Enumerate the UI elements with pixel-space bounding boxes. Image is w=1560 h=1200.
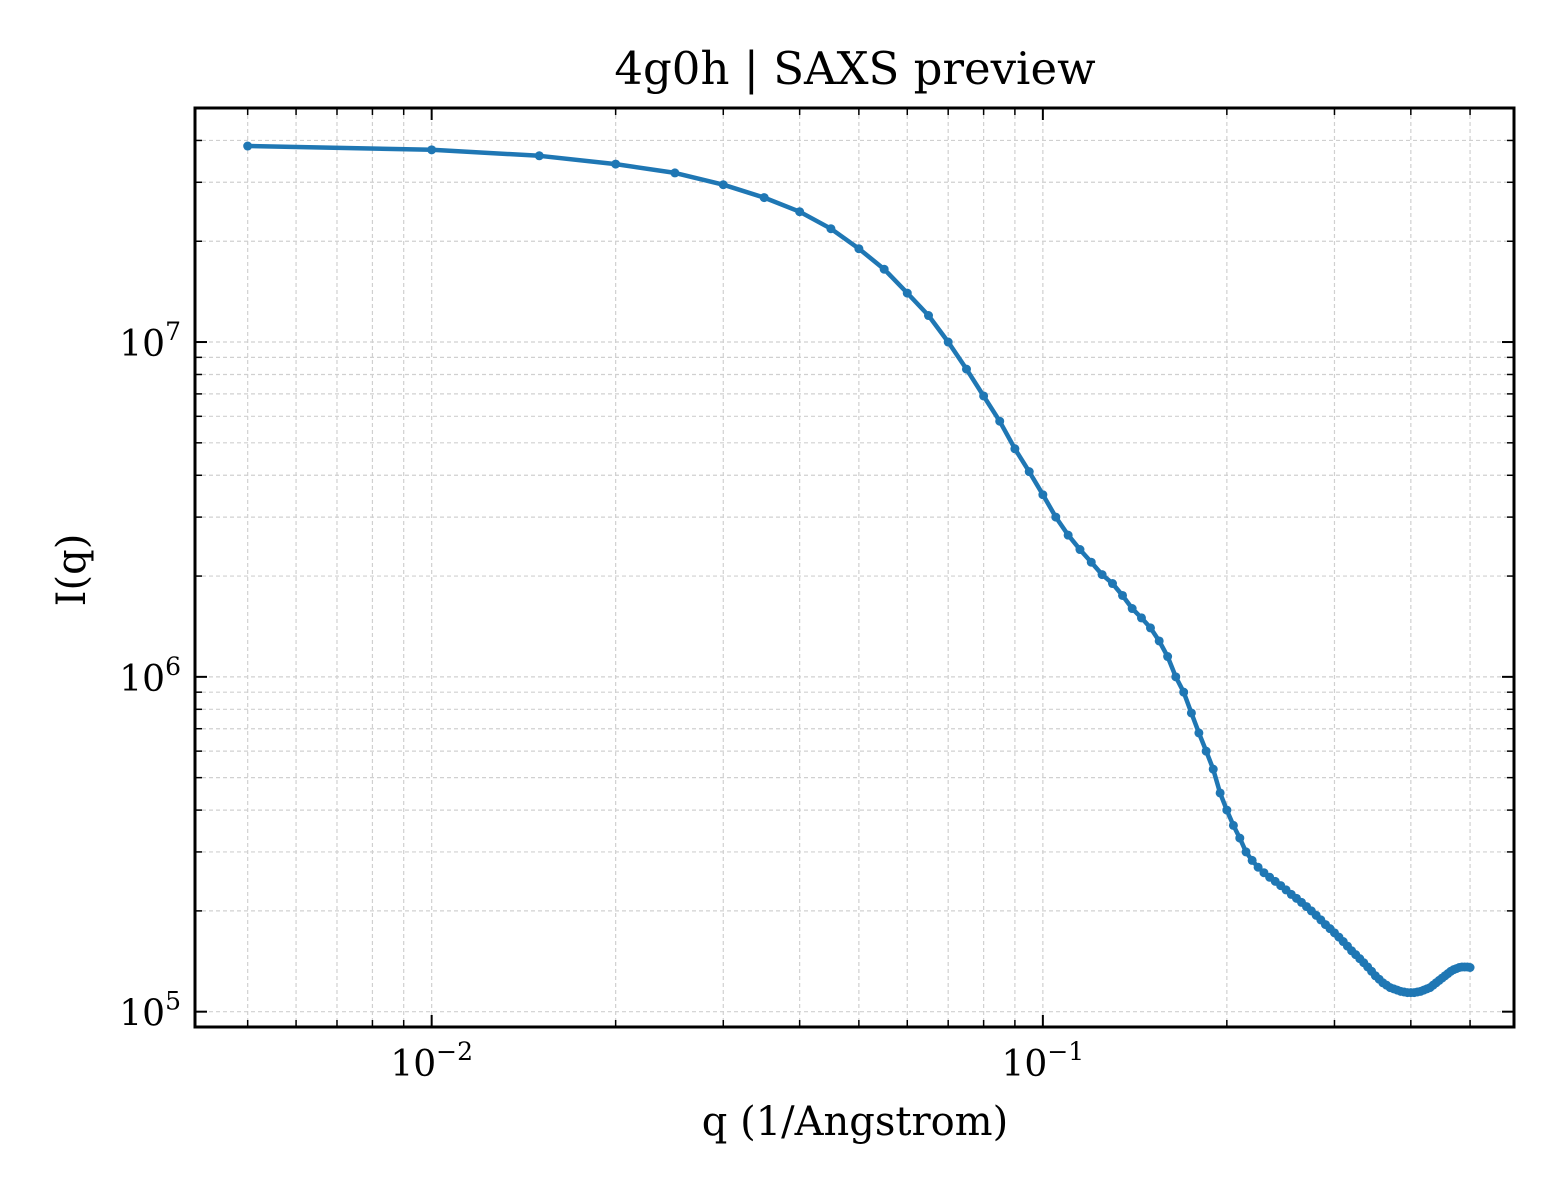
data-point (1208, 764, 1218, 774)
data-point (1163, 652, 1173, 662)
data-point (1010, 444, 1020, 454)
data-point (1075, 545, 1085, 555)
data-point (759, 193, 769, 203)
data-point (795, 207, 805, 217)
data-point (1465, 963, 1475, 973)
data-point (611, 159, 621, 169)
data-point (1201, 746, 1211, 756)
data-point (1253, 862, 1263, 872)
data-point (1136, 613, 1146, 623)
data-point (1108, 579, 1118, 589)
data-point (534, 151, 544, 161)
data-point (961, 364, 971, 374)
data-point (1038, 490, 1048, 500)
data-point (1118, 590, 1128, 600)
data-point (427, 145, 437, 155)
data-point (670, 168, 680, 178)
data-point (854, 244, 864, 254)
data-point (1241, 847, 1251, 857)
data-point (1247, 855, 1257, 865)
data-point (1154, 636, 1164, 646)
data-point (902, 288, 912, 298)
data-point (1051, 512, 1061, 522)
chart-title: 4g0h | SAXS preview (614, 42, 1095, 95)
y-tick-label: 105 (119, 987, 181, 1035)
plot-area-frame (193, 106, 1516, 1029)
data-point (1127, 604, 1137, 614)
data-point (979, 391, 989, 401)
data-point (1171, 672, 1181, 682)
data-point (243, 141, 253, 151)
y-axis-label: I(q) (49, 534, 95, 607)
x-tick-label: 10−2 (390, 1037, 473, 1085)
tick-labels: 10−2 10−1 105 106 107 (119, 317, 1084, 1085)
data-point (1097, 570, 1107, 580)
y-tick-label: 106 (119, 652, 181, 700)
x-tick-label: 10−1 (1002, 1037, 1085, 1085)
data-point (943, 337, 953, 347)
series-layer (243, 141, 1475, 998)
data-point (1086, 557, 1096, 567)
data-point (1222, 805, 1232, 815)
data-point (1186, 708, 1196, 718)
data-point (718, 180, 728, 190)
data-point (1194, 728, 1204, 738)
data-point (1063, 530, 1073, 540)
data-point (1215, 788, 1225, 798)
data-point (1145, 623, 1155, 633)
data-point (826, 224, 836, 234)
data-point (1235, 833, 1245, 843)
y-tick-label: 107 (119, 317, 181, 365)
grid (195, 107, 1514, 1028)
data-point (1179, 687, 1189, 697)
data-point (1024, 467, 1034, 477)
x-axis-label: q (1/Angstrom) (702, 1099, 1008, 1145)
data-point (1228, 820, 1238, 830)
data-point (924, 311, 934, 321)
data-point (879, 264, 889, 274)
data-point (995, 416, 1005, 426)
